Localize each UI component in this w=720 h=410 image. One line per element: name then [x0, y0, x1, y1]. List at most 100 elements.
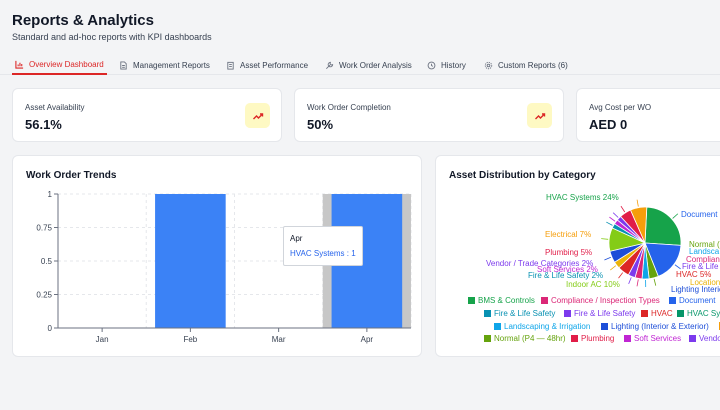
document-icon — [120, 60, 127, 70]
legend-item[interactable]: Vendo — [689, 334, 720, 343]
legend-label: Vendo — [699, 334, 720, 343]
pie-label-soft-services: Soft Services 2% — [537, 265, 598, 274]
pie-label-hvac-systems: HVAC Systems 24% — [546, 193, 619, 202]
legend-swatch — [484, 310, 491, 317]
tab-label: Asset Performance — [240, 60, 309, 70]
legend-swatch — [494, 323, 501, 330]
legend-item[interactable]: Plumbing — [571, 334, 614, 343]
tooltip-title: Apr — [290, 234, 303, 243]
tab-bar: Overview Dashboard Management Reports As… — [0, 55, 720, 75]
legend-item[interactable]: Fire & Life Safety — [564, 309, 635, 318]
legend-item[interactable]: Soft Services — [624, 334, 681, 343]
legend-label: Lighting (Interior & Exterior) — [611, 322, 709, 331]
pie-leader-line — [601, 238, 609, 240]
tab-history[interactable]: History — [427, 55, 466, 75]
tooltip-value: HVAC Systems : 1 — [290, 249, 356, 258]
legend-item[interactable]: Lighting (Interior & Exterior) — [601, 322, 709, 331]
history-icon — [427, 61, 436, 69]
legend-item[interactable]: BMS & Controls — [468, 296, 535, 305]
pie-leader-line — [672, 213, 679, 219]
pie-label-compliance: Complian — [686, 255, 720, 264]
pie-label-fire-life-safety: Fire & Life Safety 2% — [528, 271, 603, 280]
legend-item[interactable]: Document — [669, 296, 715, 305]
pie-label-location-types: Location Types — [690, 278, 720, 287]
tab-management-reports[interactable]: Management Reports — [119, 55, 210, 75]
tab-work-order-analysis[interactable]: Work Order Analysis — [325, 55, 412, 75]
legend-label: BMS & Controls — [478, 296, 535, 305]
x-tick-label: Mar — [272, 335, 286, 344]
legend-swatch — [468, 297, 475, 304]
kpi-value: AED 0 — [589, 117, 628, 132]
y-tick-label: 0.75 — [36, 224, 52, 233]
kpi-card-avg-cost-per-wo: Avg Cost per WO AED 0 — [576, 88, 720, 142]
legend-label: Normal (P4 — 48hr) — [494, 334, 566, 343]
pie-label-document: Document — [681, 210, 718, 219]
panel-title: Work Order Trends — [26, 170, 117, 181]
x-tick-label: Feb — [183, 335, 197, 344]
bar-feb[interactable] — [155, 194, 226, 328]
trending-up-icon — [527, 103, 552, 128]
legend-item[interactable]: HVAC — [641, 309, 673, 318]
legend-swatch — [677, 310, 684, 317]
pie-label-fire-right: Fire & Life — [682, 262, 719, 271]
legend-item[interactable]: Compliance / Inspection Types — [541, 296, 660, 305]
pie-label-lighting: Lighting Interior & E — [671, 285, 720, 294]
legend-swatch — [669, 297, 676, 304]
kpi-card-asset-availability: Asset Availability 56.1% — [12, 88, 282, 142]
pie-slice[interactable] — [630, 206, 648, 244]
trending-up-icon — [245, 103, 270, 128]
legend-swatch — [601, 323, 608, 330]
pie-leader-line — [612, 212, 619, 218]
pie-label-vendor: Vendor / Trade Categories 2% — [486, 259, 593, 268]
pie-slice[interactable] — [644, 242, 682, 277]
page-header: Reports & Analytics Standard and ad-hoc … — [0, 0, 720, 90]
kpi-label: Asset Availability — [25, 103, 85, 112]
pie-slice[interactable] — [644, 206, 682, 246]
legend-label: Fire & Life Safety — [574, 309, 636, 318]
y-tick-label: 0.5 — [41, 257, 53, 266]
gear-icon — [484, 61, 493, 69]
pie-label-layer: HVAC Systems 24% Document Electrical 7% … — [486, 193, 720, 294]
kpi-value: 50% — [307, 117, 334, 132]
tab-overview-dashboard[interactable]: Overview Dashboard — [12, 55, 107, 75]
legend-swatch — [564, 310, 571, 317]
pie-label-landscaping: Landsca — [689, 247, 720, 256]
pie-label-hvac: HVAC 5% — [676, 270, 711, 279]
wrench-icon — [326, 61, 334, 69]
tab-label: Custom Reports (6) — [498, 60, 568, 70]
pie-leader-line — [604, 256, 612, 261]
tab-label: Work Order Analysis — [339, 60, 412, 70]
kpi-label: Avg Cost per WO — [589, 103, 652, 112]
y-tick-label: 1 — [48, 190, 53, 199]
pie-label-indoor-ac: Indoor AC 10% — [566, 280, 620, 289]
kpi-label: Work Order Completion — [307, 103, 391, 112]
pie-label-plumbing: Plumbing 5% — [545, 248, 592, 257]
pie-leader-line — [620, 205, 626, 213]
tab-asset-performance[interactable]: Asset Performance — [226, 55, 308, 75]
legend-swatch — [689, 335, 696, 342]
page-title: Reports & Analytics — [12, 12, 154, 29]
legend-label: Fire & Life Safety — [494, 309, 556, 318]
legend-label: Plumbing — [581, 334, 615, 343]
tab-custom-reports[interactable]: Custom Reports (6) — [484, 55, 568, 75]
pie-leader-line — [636, 199, 639, 207]
tab-label: History — [441, 60, 466, 70]
legend-swatch — [641, 310, 648, 317]
pie-label-normal: Normal ( — [689, 240, 720, 249]
legend-item[interactable]: Fire & Life Safety — [484, 309, 555, 318]
legend-item[interactable]: Normal (P4 — 48hr) — [484, 334, 566, 343]
kpi-card-work-order-completion: Work Order Completion 50% — [294, 88, 564, 142]
work-order-trends-card: Work Order Trends 0 0.25 0.5 0.75 1 Jan Feb Mar… — [12, 155, 422, 357]
legend-item[interactable]: Landscaping & Irrigation — [494, 322, 590, 331]
legend-label: Soft Services — [634, 334, 682, 343]
pie-label-electrical: Electrical 7% — [545, 230, 591, 239]
clipboard-icon — [227, 61, 234, 70]
legend-swatch — [541, 297, 548, 304]
asset-distribution-card: Asset Distribution by Category HVAC Syst… — [435, 155, 720, 357]
tab-label: Management Reports — [133, 60, 210, 70]
legend-label: Compliance / Inspection Types — [551, 296, 660, 305]
tab-label: Overview Dashboard — [29, 59, 104, 69]
legend-item[interactable]: HVAC Sy — [677, 309, 720, 318]
legend-swatch — [624, 335, 631, 342]
kpi-value: 56.1% — [25, 117, 62, 132]
